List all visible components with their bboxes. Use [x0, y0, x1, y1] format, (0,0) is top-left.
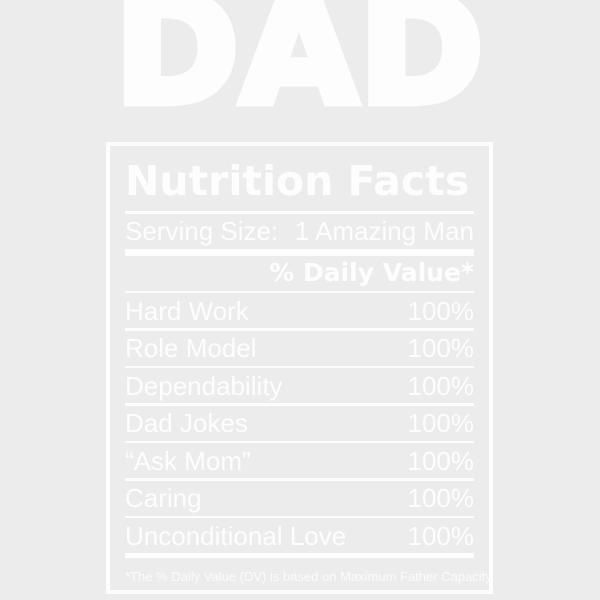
daily-value-header-row: % Daily Value*	[125, 256, 474, 291]
row-label: Unconditional Love	[125, 520, 347, 551]
serving-size-value: 1 Amazing Man	[294, 216, 474, 246]
nutrition-label-box: Nutrition Facts Serving Size: 1 Amazing …	[106, 142, 493, 594]
row-value: 100%	[407, 370, 475, 401]
row-label: Caring	[125, 483, 202, 513]
divider-thin	[125, 440, 474, 443]
daily-value-header: % Daily Value*	[269, 258, 474, 287]
nutrition-row-dad-jokes: Dad Jokes 100%	[125, 406, 474, 441]
divider-thick	[125, 248, 474, 256]
row-label: Dependability	[125, 370, 283, 401]
nutrition-row-dependability: Dependability 100%	[125, 368, 474, 403]
row-value: 100%	[407, 333, 475, 363]
row-label: Dad Jokes	[125, 408, 248, 438]
row-label: “Ask Mom”	[125, 445, 251, 476]
daily-value-footnote: *The % Daily Value (DV) is based on Maxi…	[125, 568, 492, 584]
nutrition-row-hard-work: Hard Work 100%	[125, 293, 474, 328]
serving-size-row: Serving Size: 1 Amazing Man	[125, 214, 474, 249]
nutrition-row-unconditional-love: Unconditional Love 100%	[125, 518, 474, 553]
divider-thin	[125, 478, 474, 481]
divider-thin	[125, 211, 474, 214]
page-title: DAD	[110, 0, 488, 138]
divider-thin	[125, 515, 474, 518]
divider-thin	[125, 365, 474, 368]
row-label: Role Model	[125, 333, 257, 363]
nutrition-row-ask-mom: “Ask Mom” 100%	[125, 443, 474, 478]
row-value: 100%	[407, 295, 475, 326]
row-value: 100%	[407, 483, 475, 513]
divider-thin	[125, 290, 474, 293]
row-value: 100%	[407, 520, 475, 551]
nutrition-row-role-model: Role Model 100%	[125, 331, 474, 366]
row-value: 100%	[407, 408, 475, 438]
serving-size-label: Serving Size:	[125, 216, 279, 246]
row-label: Hard Work	[125, 295, 249, 326]
divider-thin	[125, 403, 474, 406]
nutrition-row-caring: Caring 100%	[125, 481, 474, 516]
divider-thin	[125, 328, 474, 331]
row-value: 100%	[407, 445, 475, 476]
divider-medium	[125, 553, 474, 558]
nutrition-facts-heading: Nutrition Facts	[125, 157, 470, 205]
